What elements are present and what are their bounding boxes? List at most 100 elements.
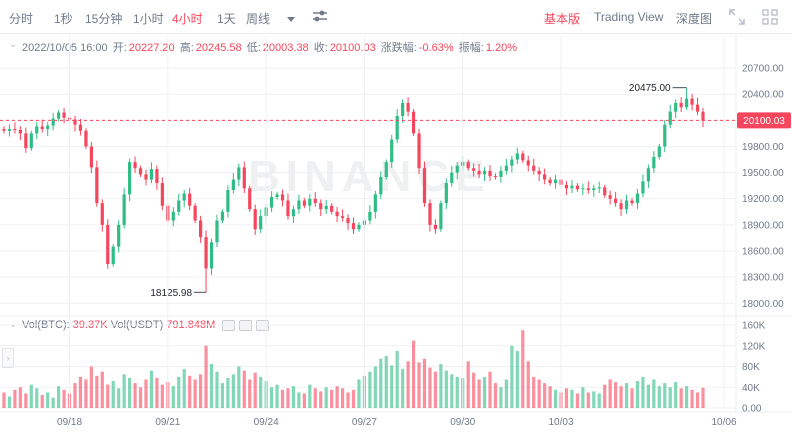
candle-body bbox=[685, 98, 689, 108]
candle-body bbox=[548, 179, 552, 184]
candle-body bbox=[597, 187, 601, 189]
candle-body bbox=[362, 220, 367, 225]
volume-bar bbox=[575, 393, 579, 408]
candle-body bbox=[253, 209, 257, 230]
settings-icon[interactable] bbox=[222, 319, 236, 331]
volume-bar bbox=[488, 371, 492, 408]
candle-body bbox=[100, 203, 104, 225]
volume-bar bbox=[171, 386, 175, 408]
change-value: -0.63% bbox=[418, 42, 454, 54]
candle-body bbox=[73, 119, 77, 125]
volume-bar bbox=[564, 388, 569, 408]
volume-bar bbox=[690, 389, 694, 408]
candle-body bbox=[581, 188, 585, 190]
candle-body bbox=[24, 133, 28, 149]
view-depth[interactable]: 深度图 bbox=[676, 12, 713, 26]
caret-down-icon[interactable] bbox=[286, 11, 296, 29]
volume-bar bbox=[248, 379, 252, 408]
candle-body bbox=[220, 211, 225, 221]
sliders-icon[interactable] bbox=[312, 9, 328, 28]
volume-bar bbox=[122, 374, 126, 408]
candle-body bbox=[51, 118, 55, 126]
candle-body bbox=[89, 146, 93, 168]
candle-body bbox=[575, 185, 579, 190]
volume-bar bbox=[362, 375, 367, 408]
volume-bar bbox=[499, 387, 503, 408]
collapse-chevron-icon[interactable]: ⌄ bbox=[9, 39, 18, 50]
candle-body bbox=[624, 200, 629, 210]
expand-icon[interactable] bbox=[729, 9, 745, 30]
volume-bar bbox=[526, 361, 530, 408]
volume-bar bbox=[29, 384, 33, 408]
high-label: 高: bbox=[179, 42, 194, 54]
open-label: 开: bbox=[112, 42, 127, 54]
candle-body bbox=[2, 129, 6, 131]
high-marker-label: 20475.00 bbox=[629, 83, 671, 94]
volume-bar bbox=[603, 384, 607, 408]
volume-bar bbox=[84, 379, 88, 408]
timeframe-1s-tick[interactable]: 分时 bbox=[9, 12, 34, 26]
volume-bar bbox=[51, 397, 55, 408]
volume-bar bbox=[237, 366, 241, 408]
candle-body bbox=[543, 174, 547, 180]
timeframe-15m[interactable]: 15分钟 bbox=[85, 12, 123, 26]
volume-bar bbox=[466, 361, 470, 408]
time-tick-label: 09/27 bbox=[352, 417, 377, 428]
candle-body bbox=[690, 98, 694, 105]
close-icon[interactable] bbox=[256, 319, 270, 331]
volume-bar bbox=[280, 389, 285, 408]
volume-bar bbox=[24, 393, 28, 408]
candle-body bbox=[231, 179, 235, 191]
volume-tick-label: 120K bbox=[742, 341, 766, 352]
volume-bar bbox=[188, 375, 192, 408]
view-tradingview[interactable]: Trading View bbox=[594, 10, 664, 24]
view-basic[interactable]: 基本版 bbox=[544, 12, 581, 26]
price-tick-label: 18000.00 bbox=[742, 299, 784, 310]
volume-bar bbox=[57, 386, 61, 408]
volume-bar bbox=[406, 361, 410, 408]
vol-btc-value: 39.37K bbox=[72, 319, 108, 331]
volume-legend: Vol(BTC): 39.37K Vol(USDT) 791.848M bbox=[22, 319, 270, 331]
timeframe-1d[interactable]: 1天 bbox=[217, 12, 236, 26]
volume-bar bbox=[444, 370, 448, 408]
candle-body bbox=[122, 194, 126, 225]
volume-bar bbox=[346, 392, 350, 408]
volume-bar bbox=[652, 379, 656, 408]
volume-bar bbox=[701, 387, 705, 408]
volume-bar bbox=[510, 345, 514, 408]
candle-body bbox=[237, 167, 241, 180]
volume-bar bbox=[608, 379, 612, 408]
timeframe-1h[interactable]: 1小时 bbox=[133, 12, 164, 26]
vol-btc-label: Vol(BTC): bbox=[22, 319, 70, 331]
candle-body bbox=[138, 168, 143, 175]
volume-bar bbox=[335, 386, 339, 408]
volume-bar bbox=[537, 379, 541, 408]
candle-body bbox=[259, 216, 263, 230]
volume-bar bbox=[439, 363, 443, 408]
volume-bar bbox=[275, 384, 279, 408]
hide-icon[interactable] bbox=[239, 319, 253, 331]
grid-icon[interactable] bbox=[762, 9, 778, 30]
volume-bar bbox=[264, 381, 268, 408]
volume-collapse-chevron-icon[interactable]: ⌄ bbox=[9, 319, 18, 330]
candle-body bbox=[346, 217, 350, 224]
expand-panel-arrow-icon[interactable]: › bbox=[2, 348, 14, 368]
volume-bar bbox=[482, 376, 487, 408]
timeframe-1w[interactable]: 周线 bbox=[246, 12, 271, 26]
volume-bar bbox=[226, 377, 230, 408]
candle-body bbox=[401, 102, 405, 116]
candle-body bbox=[264, 207, 268, 217]
candle-body bbox=[679, 102, 683, 108]
candle-body bbox=[204, 237, 208, 269]
amplitude-label: 振幅: bbox=[458, 42, 484, 54]
timeframe-1s[interactable]: 1秒 bbox=[54, 12, 73, 26]
volume-bar bbox=[62, 389, 66, 408]
timeframe-4h[interactable]: 4小时 bbox=[172, 12, 203, 26]
volume-bar bbox=[368, 371, 372, 408]
volume-bar bbox=[586, 392, 590, 408]
volume-bar bbox=[395, 350, 399, 408]
volume-bar bbox=[313, 388, 317, 408]
volume-bar bbox=[138, 387, 143, 408]
candle-body bbox=[144, 174, 148, 180]
